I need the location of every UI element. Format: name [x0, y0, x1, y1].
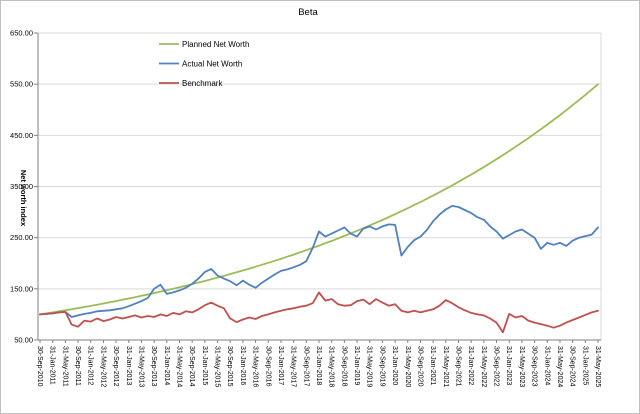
x-axis-label: 31-May-2023	[518, 346, 525, 387]
x-axis-label: 31-May-2015	[214, 346, 221, 387]
x-axis-label: 30-Sep-2016	[264, 346, 271, 387]
x-axis-label: 31-May-2018	[328, 346, 335, 387]
x-axis-label: 31-Jan-2012	[87, 346, 94, 385]
legend-label: Planned Net Worth	[182, 40, 249, 49]
x-axis-label: 31-Jan-2023	[505, 346, 512, 385]
legend: Planned Net Worth Actual Net Worth Benchma…	[159, 40, 249, 88]
gridlines	[38, 32, 602, 340]
x-axis-label: 31-May-2025	[594, 346, 601, 387]
x-axis-label: 30-Sep-2013	[150, 346, 157, 387]
legend-item[interactable]: Planned Net Worth	[159, 40, 249, 49]
x-axis-label: 31-May-2013	[137, 346, 144, 387]
y-axis-label: 650.00	[10, 29, 33, 38]
x-axis-label: 30-Sep-2011	[74, 346, 81, 386]
x-axis-label: 30-Sep-2012	[112, 346, 119, 387]
y-axis-label: 350.00	[10, 182, 33, 191]
y-axis-title: Net worth index	[19, 170, 28, 227]
series-line-benchmark[interactable]	[39, 291, 599, 334]
y-axis-label: 250.00	[10, 233, 33, 242]
legend-item[interactable]: Benchmark	[159, 79, 223, 88]
x-axis-label: 31-May-2021	[442, 346, 449, 387]
x-axis-label: 30-Sep-2022	[493, 346, 500, 387]
x-axis-label: 31-Jan-2016	[239, 346, 246, 385]
series-line-actual-net-worth[interactable]	[39, 204, 599, 318]
x-axis-label: 30-Sep-2023	[531, 346, 538, 387]
y-axis-label: 450.00	[10, 131, 33, 140]
y-axis-label: 550.00	[10, 80, 33, 89]
x-axis-label: 31-May-2011	[61, 346, 68, 387]
series-lines	[39, 83, 599, 334]
legend-item[interactable]: Actual Net Worth	[159, 59, 242, 68]
x-axis-label: 30-Sep-2020	[416, 346, 423, 387]
x-axis-label: 31-May-2022	[480, 346, 487, 387]
x-axis-label: 30-Sep-2015	[226, 346, 233, 387]
x-axis-label: 31-May-2020	[404, 346, 411, 387]
y-axis-label: 150.00	[10, 284, 33, 293]
axes	[34, 32, 601, 343]
x-axis-label: 30-Sep-2019	[378, 346, 385, 387]
x-axis-label: 31-May-2024	[556, 346, 563, 387]
x-axis-label: 30-Sep-2017	[302, 346, 309, 387]
x-axis-label: 31-Jan-2015	[201, 346, 208, 385]
x-axis-label: 31-Jan-2021	[429, 346, 436, 385]
axis-labels: 50.00 150.00 250.00 350.00 450.00 550.00 650.0…	[10, 29, 601, 388]
x-axis-label: 30-Sep-2010	[36, 346, 43, 387]
chart-title: Beta	[298, 7, 318, 18]
x-axis-label: 31-May-2017	[290, 346, 297, 387]
x-axis-label: 31-Jan-2020	[391, 346, 398, 385]
y-axis-label: 50.00	[14, 336, 33, 345]
x-axis-label: 31-Jan-2024	[543, 346, 550, 385]
x-axis-label: 31-Jan-2013	[125, 346, 132, 385]
x-axis-label: 30-Sep-2014	[188, 346, 195, 387]
x-axis-label: 31-Jan-2022	[467, 346, 474, 385]
x-axis-label: 31-May-2019	[366, 346, 373, 387]
legend-label: Benchmark	[182, 79, 223, 88]
series-line-planned-net-worth[interactable]	[39, 83, 599, 316]
x-axis-label: 31-Jan-2025	[581, 346, 588, 385]
x-axis-label: 31-May-2014	[176, 346, 183, 387]
x-axis-label: 30-Sep-2021	[455, 346, 462, 387]
x-axis-label: 31-Jan-2019	[353, 346, 360, 385]
x-axis-label: 31-Jan-2017	[277, 346, 284, 385]
x-axis-label: 30-Sep-2018	[340, 346, 347, 387]
x-axis-label: 31-May-2016	[252, 346, 259, 387]
x-axis-label: 31-Jan-2011	[49, 346, 56, 385]
x-axis-label: 31-Jan-2014	[163, 346, 170, 385]
legend-label: Actual Net Worth	[182, 59, 242, 68]
x-axis-label: 31-Jan-2018	[315, 346, 322, 385]
x-axis-label: 31-May-2012	[99, 346, 106, 387]
x-axis-label: 30-Sep-2024	[569, 346, 576, 387]
